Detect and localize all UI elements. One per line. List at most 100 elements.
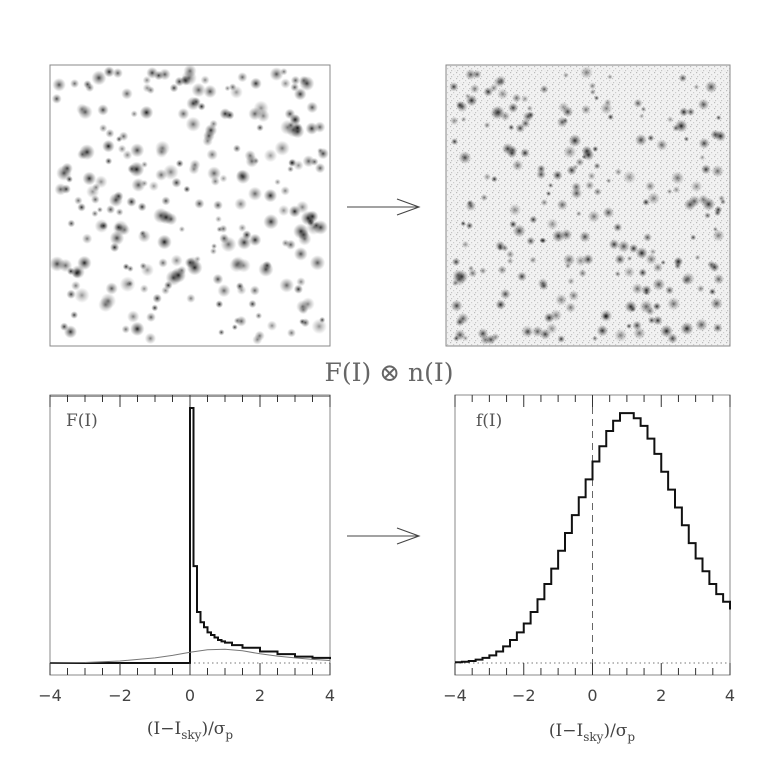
star [127, 310, 140, 323]
star [74, 287, 90, 303]
star [238, 223, 247, 233]
x-tick-label: 0 [587, 686, 597, 705]
star [263, 214, 279, 230]
star [220, 236, 237, 253]
star [712, 229, 725, 242]
star [177, 107, 190, 120]
star [647, 134, 655, 142]
star [114, 222, 124, 232]
star [452, 279, 459, 287]
star [701, 197, 716, 211]
star [449, 82, 459, 92]
star [508, 203, 522, 217]
star [714, 130, 727, 142]
star [90, 195, 100, 204]
star [633, 98, 643, 108]
star [483, 121, 491, 129]
chart-F-of-I: F(I) −4 −2 0 2 4 (I−Isky)/σp [38, 394, 335, 742]
star [97, 104, 109, 116]
star [130, 143, 145, 158]
star [144, 332, 157, 345]
star [714, 209, 721, 217]
star [216, 226, 223, 233]
star [712, 323, 723, 333]
star [461, 240, 470, 249]
star [602, 312, 610, 320]
star [194, 198, 205, 209]
star [165, 269, 182, 286]
star [489, 83, 499, 93]
star [673, 258, 683, 267]
star [213, 200, 223, 211]
star [563, 145, 577, 159]
star [139, 284, 149, 294]
star [256, 109, 270, 123]
star [645, 181, 656, 192]
star [667, 297, 681, 311]
star [672, 185, 681, 194]
star [309, 255, 326, 271]
star [683, 198, 697, 211]
x-tick-label: −2 [512, 686, 536, 705]
star [507, 102, 519, 114]
star [512, 224, 526, 238]
star [74, 196, 83, 205]
star [631, 283, 644, 295]
star [711, 164, 724, 178]
star-field-right [449, 66, 727, 345]
star [603, 98, 612, 107]
star [77, 149, 88, 160]
star [146, 312, 156, 323]
star [217, 284, 231, 298]
star [82, 171, 97, 186]
star [206, 148, 218, 161]
star [666, 188, 673, 195]
star [293, 160, 304, 171]
star [562, 117, 569, 124]
convolution-title: F(I) ⊗ n(I) [324, 358, 453, 387]
star [455, 100, 465, 110]
star [126, 280, 134, 287]
star [638, 268, 648, 278]
star [209, 247, 217, 255]
star [269, 67, 284, 81]
star [562, 72, 569, 79]
star [203, 84, 217, 99]
star [697, 98, 710, 111]
star [263, 148, 278, 163]
x-tick-label: 4 [725, 686, 735, 705]
star [77, 203, 86, 212]
panel-label-F: F(I) [66, 411, 98, 431]
star [189, 159, 201, 171]
star [593, 162, 601, 170]
x-tick-label: −2 [108, 686, 132, 705]
star [589, 88, 596, 96]
star [556, 199, 568, 211]
star [141, 179, 148, 187]
star [299, 318, 306, 325]
star [465, 94, 478, 107]
star [472, 69, 482, 79]
star [656, 139, 668, 151]
star [465, 200, 477, 212]
star [96, 206, 103, 213]
star [70, 311, 79, 319]
star [565, 302, 576, 313]
star [186, 259, 203, 276]
star [624, 300, 637, 313]
star [157, 234, 172, 250]
star [539, 281, 549, 291]
star [713, 273, 725, 285]
star [293, 247, 308, 261]
star [495, 299, 506, 310]
star [497, 265, 507, 275]
star [236, 285, 247, 295]
chart-marks [49, 395, 331, 675]
star [667, 333, 678, 344]
star-image-right [445, 64, 731, 347]
star [506, 250, 515, 259]
star [153, 70, 164, 81]
star [67, 219, 76, 228]
star [562, 253, 576, 266]
star [718, 195, 725, 202]
